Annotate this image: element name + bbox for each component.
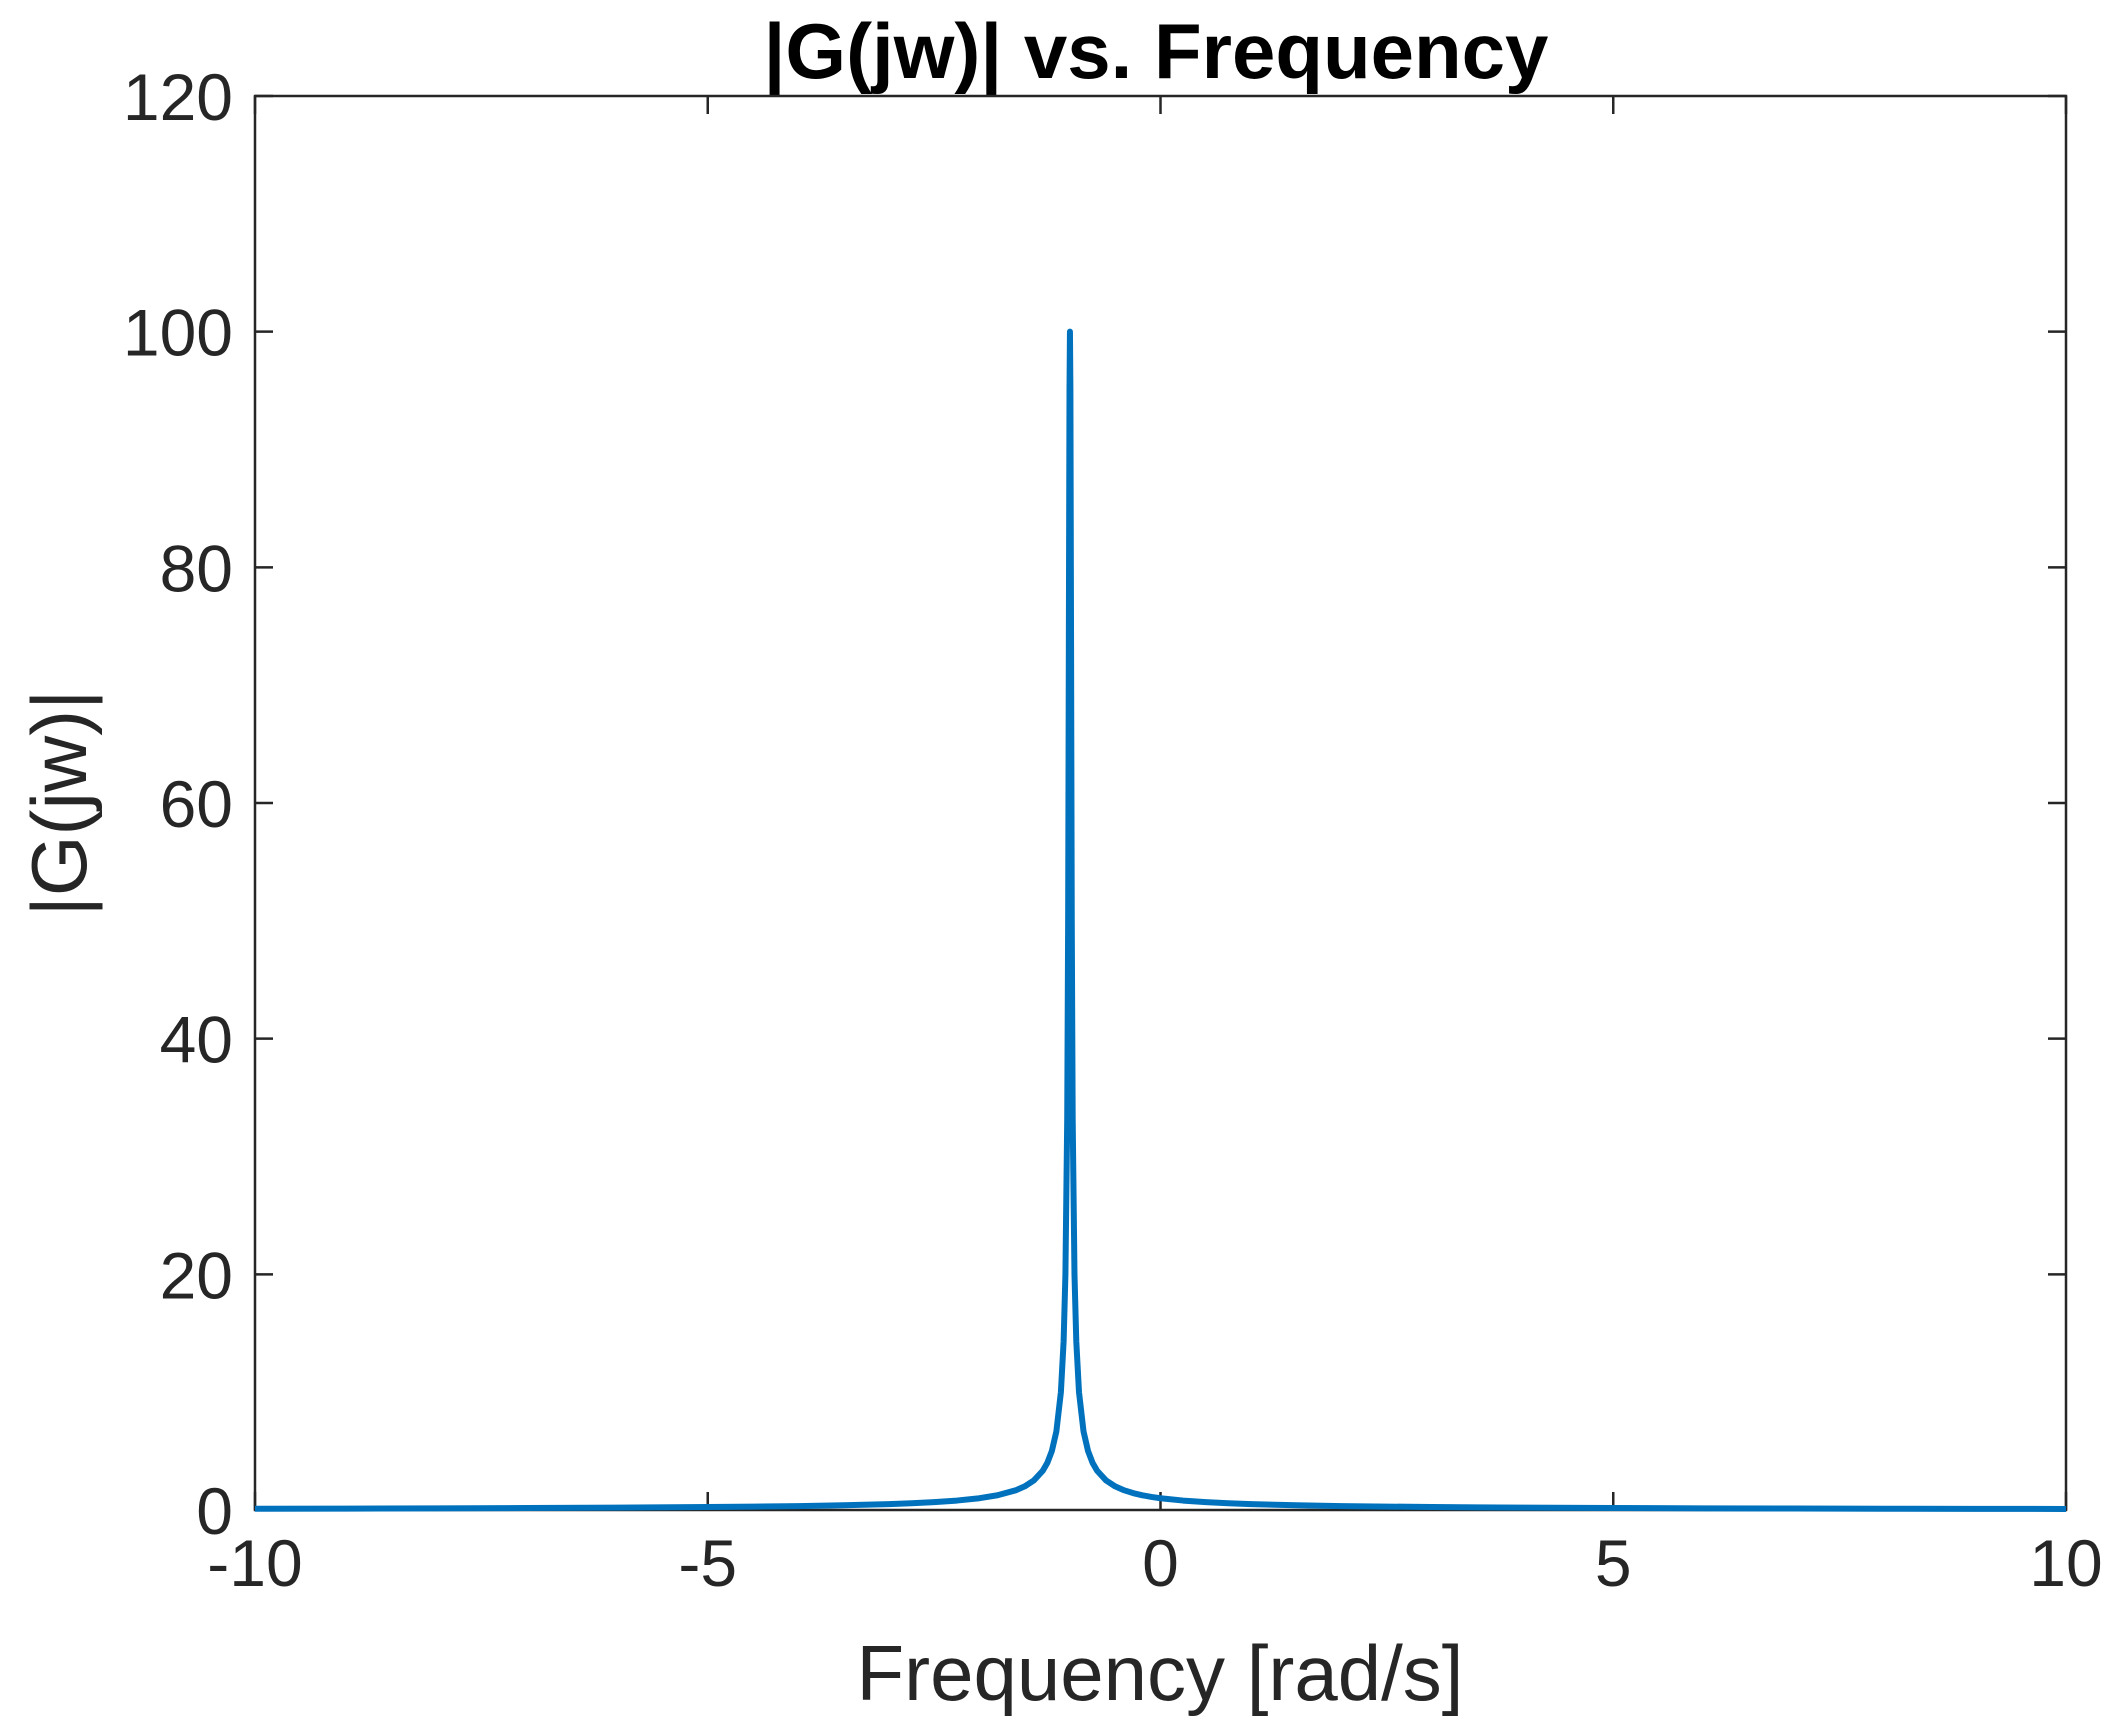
plot-area-frame [253,94,2068,1512]
y-tick-labels: 0 20 40 60 80 100 120 [123,60,233,1548]
x-tick-label: 0 [1142,1526,1179,1600]
x-axis-label: Frequency [rad/s] [857,1629,1464,1717]
x-tick-label: -10 [207,1526,302,1600]
x-tick-label: -5 [678,1526,737,1600]
x-tick-labels: -10 -5 0 5 10 [207,1526,2102,1600]
y-tick-label: 0 [196,1474,233,1548]
x-tick-label: 5 [1595,1526,1632,1600]
y-tick-label: 100 [123,296,233,370]
y-tick-label: 80 [160,531,233,605]
plot-content [254,328,2067,1512]
series-line [254,328,2067,1512]
y-tick-label: 40 [160,1003,233,1077]
x-tick-label: 10 [2029,1526,2102,1600]
y-tick-label: 20 [160,1238,233,1312]
axis-ticks [253,94,2068,1512]
chart-title: |G(jw)| vs. Frequency [764,7,1549,95]
y-axis-label: |G(jw)| [15,690,103,917]
y-tick-label: 120 [123,60,233,134]
y-tick-label: 60 [160,767,233,841]
